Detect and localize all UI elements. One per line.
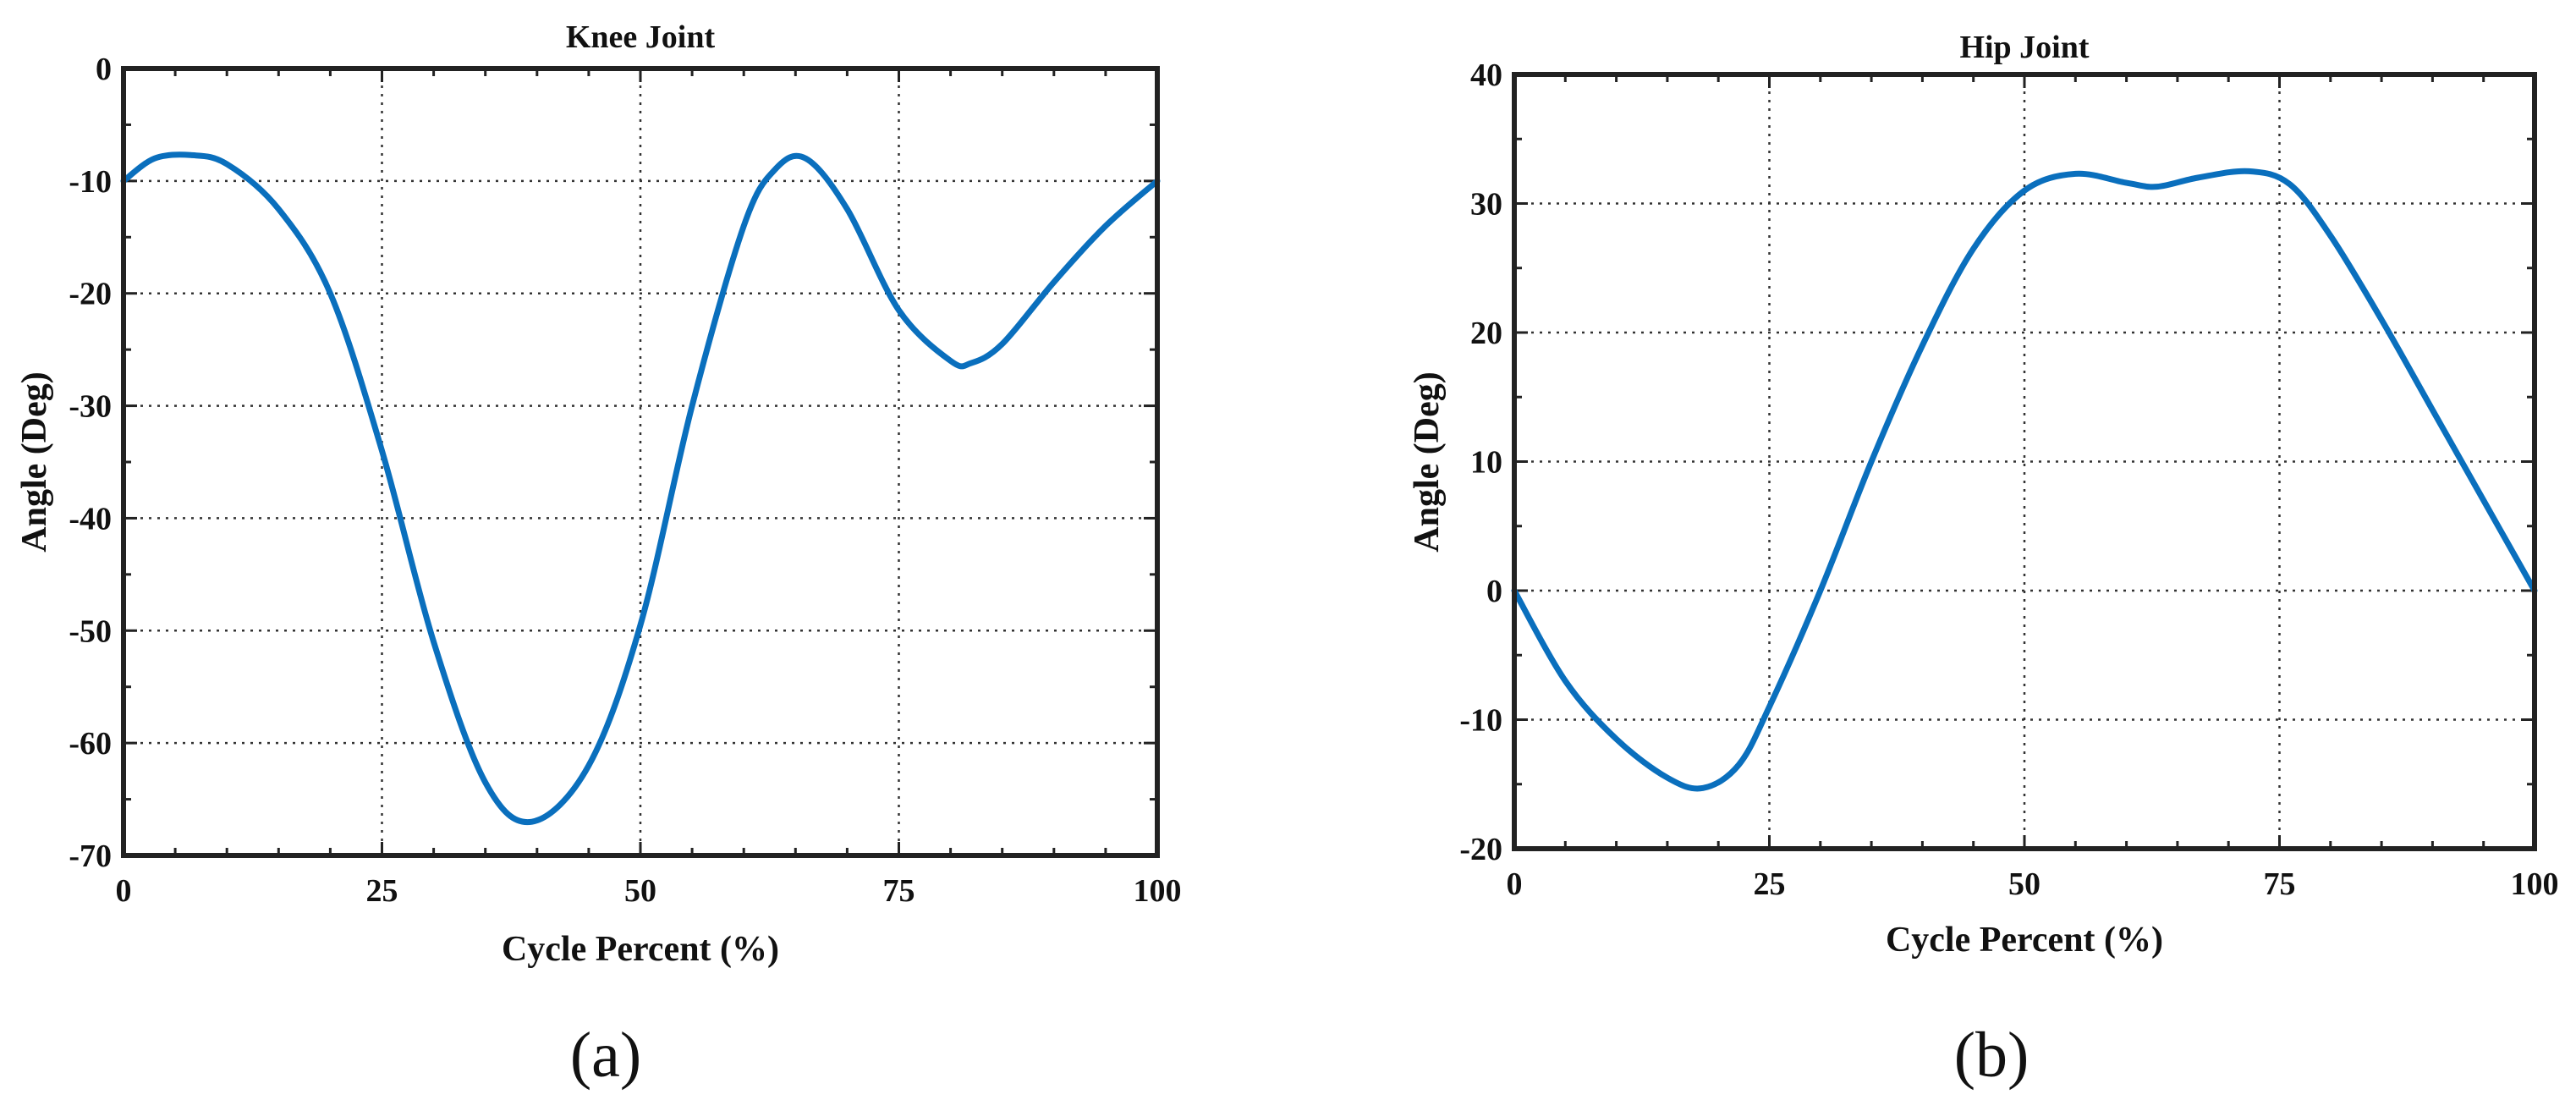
- series-group: [120, 151, 1161, 826]
- panel-label: (b): [1954, 1020, 2029, 1091]
- chart-title: Knee Joint: [566, 19, 716, 55]
- x-tick-label: 0: [1507, 866, 1523, 902]
- x-axis-label: Cycle Percent (%): [502, 930, 779, 969]
- gridlines: [1514, 74, 2535, 849]
- chart-title: Hip Joint: [1959, 30, 2089, 65]
- gridlines: [124, 69, 1157, 855]
- x-tick-label: 100: [1134, 873, 1182, 909]
- x-tick-label: 100: [2511, 866, 2559, 902]
- series-line: [120, 151, 1161, 826]
- x-tick-label: 25: [1754, 866, 1786, 902]
- y-tick-label: -10: [1459, 703, 1502, 739]
- series-group: [1511, 168, 2538, 792]
- y-axis-label: Angle (Deg): [1408, 371, 1447, 552]
- x-tick-label: 0: [116, 873, 132, 909]
- y-tick-label: 30: [1470, 187, 1502, 223]
- knee-joint-chart: Knee Joint 0 25 50 75 100 0 -10 -20 -30 -40 -50 -60…: [15, 19, 1182, 1091]
- y-tick-label: 20: [1470, 316, 1502, 351]
- x-tick-label: 25: [366, 873, 398, 909]
- y-tick-label: 10: [1470, 445, 1502, 481]
- y-tick-label: -60: [69, 726, 112, 762]
- x-tick-label: 75: [2264, 866, 2296, 902]
- plot-frame: [121, 66, 1160, 858]
- y-tick-label: -20: [1459, 832, 1502, 867]
- x-tick-label: 75: [883, 873, 915, 909]
- y-tick-label: -10: [69, 164, 112, 200]
- y-tick-label: -50: [69, 613, 112, 649]
- plot-frame: [1512, 72, 2537, 851]
- y-tick-label: -40: [69, 501, 112, 536]
- y-tick-label: 0: [1486, 574, 1502, 609]
- x-axis-label: Cycle Percent (%): [1886, 921, 2163, 960]
- y-tick-label: 0: [96, 52, 112, 87]
- panel-label: (a): [570, 1020, 641, 1091]
- y-tick-label: 40: [1470, 58, 1502, 93]
- x-tick-label: 50: [2008, 866, 2040, 902]
- y-tick-label: -20: [69, 277, 112, 312]
- y-tick-label: -30: [69, 389, 112, 425]
- axis-ticks: 0 25 50 75 100 0 -10 -20 -30 -40 -50 -60 -70: [69, 52, 1181, 909]
- series-line: [1511, 168, 2538, 792]
- y-axis-label: Angle (Deg): [15, 371, 54, 552]
- y-tick-label: -70: [69, 839, 112, 874]
- x-tick-label: 50: [624, 873, 656, 909]
